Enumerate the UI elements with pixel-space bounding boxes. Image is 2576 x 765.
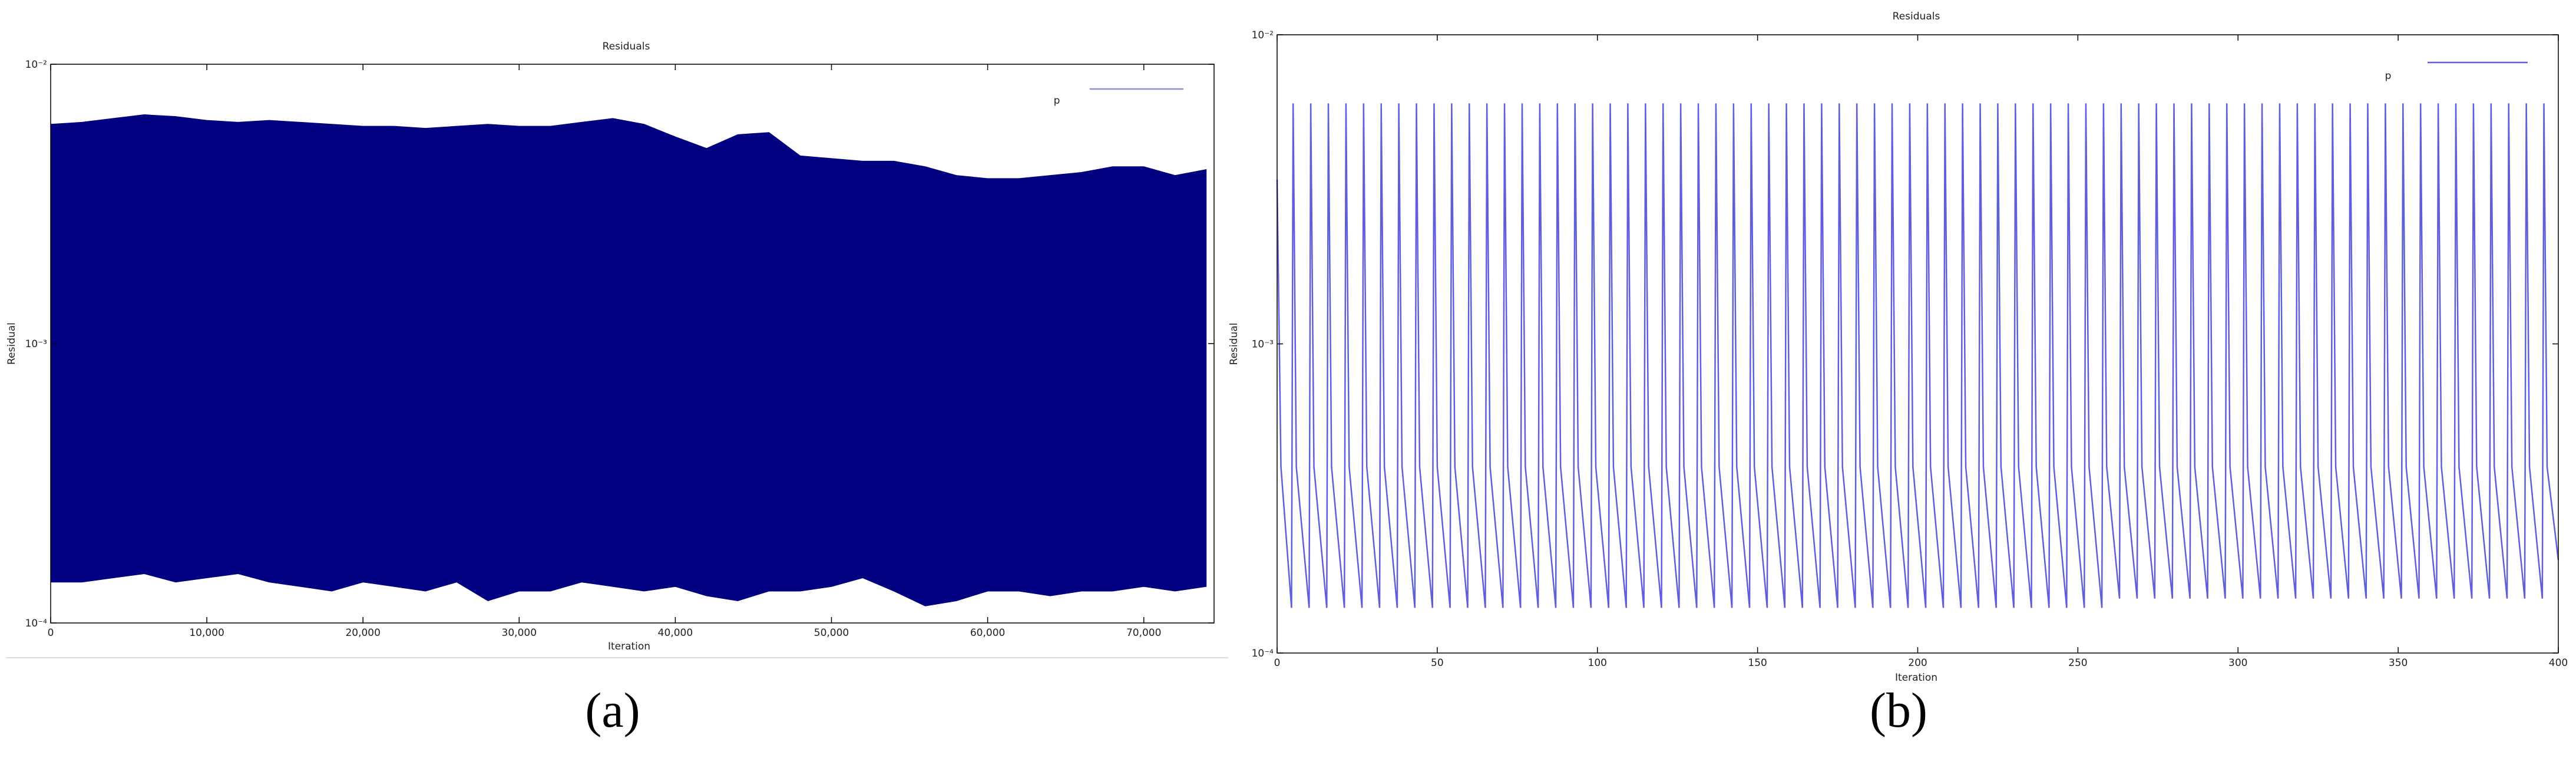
x-tick-label: 70,000 xyxy=(1126,627,1161,639)
x-tick-label: 200 xyxy=(1908,657,1927,669)
x-tick-label: 0 xyxy=(1274,657,1281,669)
caption: (a) xyxy=(585,683,640,738)
y-axis-label: Residual xyxy=(6,322,18,365)
legend-label: p xyxy=(2385,70,2392,82)
chart-title: Residuals xyxy=(1893,11,1940,22)
y-tick-label: 10⁻⁴ xyxy=(25,618,48,629)
y-tick-label: 10⁻³ xyxy=(25,338,47,350)
y-tick-label: 10⁻² xyxy=(25,59,47,71)
x-tick-label: 150 xyxy=(1748,657,1767,669)
x-tick-label: 400 xyxy=(2549,657,2568,669)
x-tick-label: 350 xyxy=(2389,657,2408,669)
y-tick-label: 10⁻² xyxy=(1252,29,1274,41)
x-tick-label: 20,000 xyxy=(345,627,380,639)
x-tick-label: 30,000 xyxy=(502,627,537,639)
x-tick-label: 50,000 xyxy=(814,627,849,639)
x-tick-label: 40,000 xyxy=(658,627,693,639)
x-tick-label: 60,000 xyxy=(970,627,1005,639)
y-tick-label: 10⁻³ xyxy=(1252,339,1274,351)
y-axis-label: Residual xyxy=(1228,323,1240,365)
x-tick-label: 50 xyxy=(1431,657,1444,669)
area xyxy=(50,114,1207,606)
x-axis-label: Iteration xyxy=(1895,672,1937,684)
x-tick-label: 100 xyxy=(1588,657,1607,669)
caption: (b) xyxy=(1870,683,1927,738)
legend-label: p xyxy=(1054,95,1060,107)
chart-title: Residuals xyxy=(603,41,650,52)
x-tick-label: 300 xyxy=(2228,657,2247,669)
y-tick-label: 10⁻⁴ xyxy=(1252,648,1274,660)
x-tick-label: 250 xyxy=(2068,657,2087,669)
x-tick-label: 10,000 xyxy=(189,627,224,639)
x-tick-label: 0 xyxy=(48,627,54,639)
x-axis-label: Iteration xyxy=(608,641,650,652)
line xyxy=(1276,103,2560,608)
